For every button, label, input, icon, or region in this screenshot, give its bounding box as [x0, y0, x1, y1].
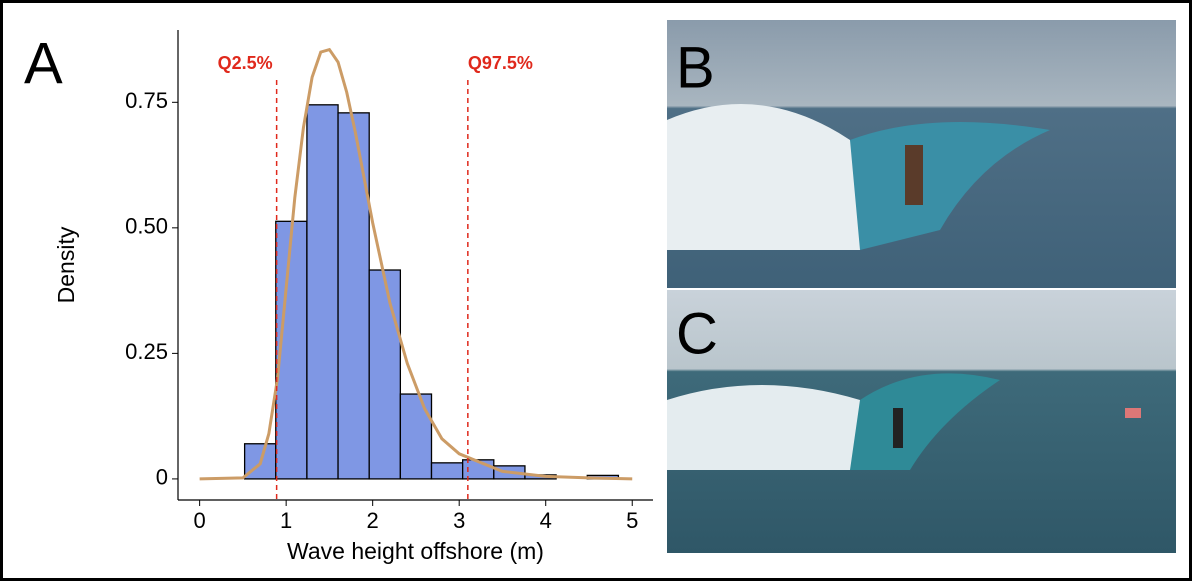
y-tick-label: 0.25 [125, 339, 168, 364]
y-tick-label: 0 [156, 465, 168, 490]
photo-b [667, 20, 1176, 288]
photo-c [667, 290, 1176, 553]
y-tick-label: 0.50 [125, 214, 168, 239]
bar [430, 462, 464, 480]
bar [337, 112, 370, 480]
x-tick-label: 1 [280, 508, 292, 533]
bar [399, 393, 433, 480]
panel-label: A [24, 31, 63, 96]
quantile-label: Q2.5% [218, 53, 273, 73]
bar [306, 104, 339, 480]
quantile-label: Q97.5% [468, 53, 533, 73]
panel-label: B [676, 35, 715, 100]
x-tick-label: 2 [367, 508, 379, 533]
x-tick-label: 0 [194, 508, 206, 533]
y-tick-label: 0.75 [125, 88, 168, 113]
bar [368, 269, 402, 480]
x-tick-label: 4 [540, 508, 552, 533]
x-axis-title: Wave height offshore (m) [287, 538, 544, 564]
x-tick-label: 5 [626, 508, 638, 533]
x-tick-label: 3 [453, 508, 465, 533]
y-axis-title: Density [53, 226, 79, 303]
panel-label: C [676, 301, 718, 366]
